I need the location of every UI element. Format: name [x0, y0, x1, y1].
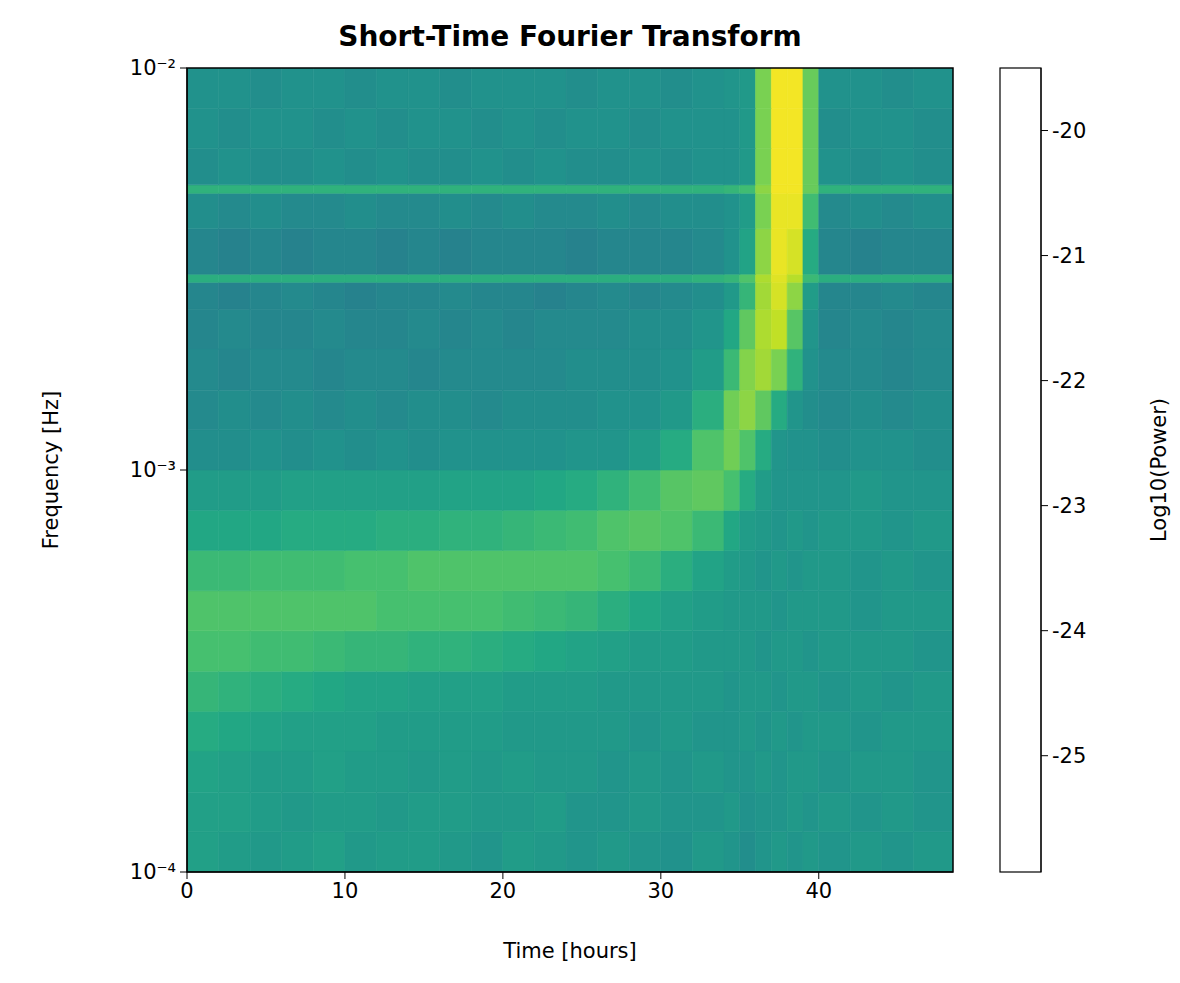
svg-text:Frequency [Hz]: Frequency [Hz] [39, 391, 63, 549]
svg-text:-24: -24 [1052, 619, 1086, 643]
svg-text:20: 20 [490, 879, 517, 903]
svg-text:-22: -22 [1052, 369, 1086, 393]
svg-text:Log10(Power): Log10(Power) [1147, 398, 1171, 542]
svg-text:-25: -25 [1052, 744, 1086, 768]
svg-text:40: 40 [805, 879, 832, 903]
svg-text:0: 0 [180, 879, 193, 903]
svg-text:30: 30 [647, 879, 674, 903]
svg-text:10⁻⁴: 10⁻⁴ [130, 860, 176, 884]
svg-text:10⁻²: 10⁻² [130, 56, 176, 80]
svg-text:-21: -21 [1052, 244, 1086, 268]
svg-text:10: 10 [332, 879, 359, 903]
svg-text:-23: -23 [1052, 494, 1086, 518]
svg-text:Short-Time Fourier Transform: Short-Time Fourier Transform [338, 20, 802, 53]
svg-text:10⁻³: 10⁻³ [130, 458, 176, 482]
svg-text:Time [hours]: Time [hours] [502, 939, 637, 963]
svg-text:-20: -20 [1052, 119, 1086, 143]
